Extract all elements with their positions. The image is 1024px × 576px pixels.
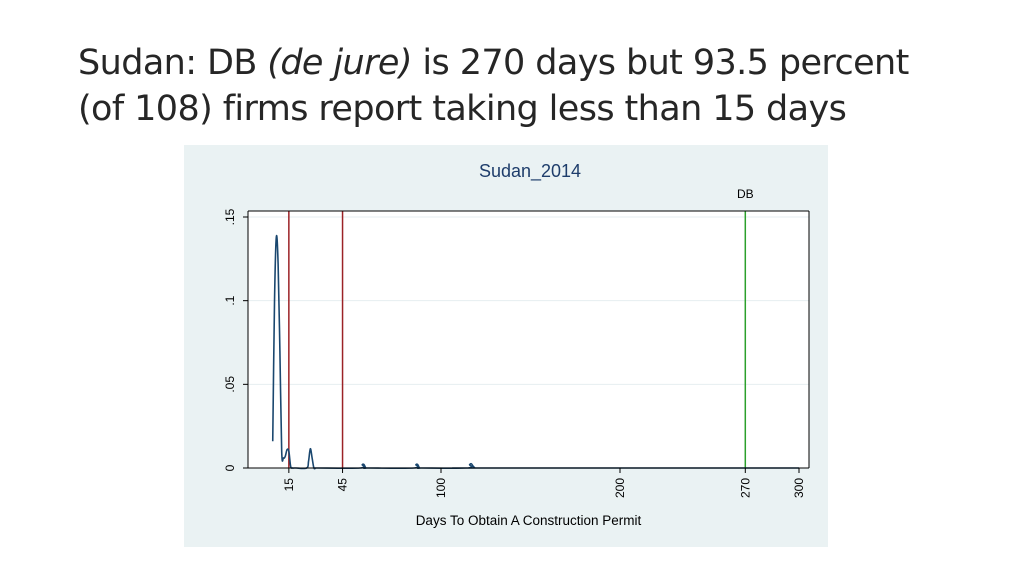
title-part-2-italic: (de jure) — [267, 43, 412, 83]
title-part-1: Sudan: DB — [78, 43, 268, 83]
chart-panel: Sudan_2014 DB 0.05.1.15 15 45 100 200 270 300 … — [184, 145, 828, 547]
y-tick-label-0: 0 — [223, 464, 237, 471]
reference-line-label-2: DB — [737, 187, 754, 201]
slide-title-line-1: Sudan: DB (de jure) is 270 days but 93.5… — [78, 40, 978, 86]
x-tick-label-0: 15 — [282, 478, 296, 492]
x-tick-label-2: 100 — [434, 478, 448, 498]
x-tick-label-1: 45 — [336, 478, 350, 492]
y-tick-label-3: .15 — [223, 208, 237, 225]
axes: 0 .05 .1 .15 15 45 100 200 270 300 — [223, 208, 810, 498]
x-tick-label-5: 300 — [792, 478, 806, 498]
x-axis-title: Days To Obtain A Construction Permit — [416, 513, 642, 528]
y-tick-label-1: .05 — [223, 376, 237, 393]
y-tick-label-2: .1 — [223, 295, 237, 305]
x-tick-label-3: 200 — [613, 478, 627, 498]
title-part-3: is 270 days but 93.5 percent — [411, 43, 909, 83]
chart-title: Sudan_2014 — [479, 161, 581, 182]
slide-title-line-2: (of 108) firms report taking less than 1… — [78, 89, 847, 129]
slide-title: Sudan: DB (de jure) is 270 days but 93.5… — [78, 40, 978, 132]
reference-lines: DB — [288, 187, 754, 468]
plot-area — [248, 211, 809, 468]
x-tick-label-4: 270 — [738, 478, 752, 498]
